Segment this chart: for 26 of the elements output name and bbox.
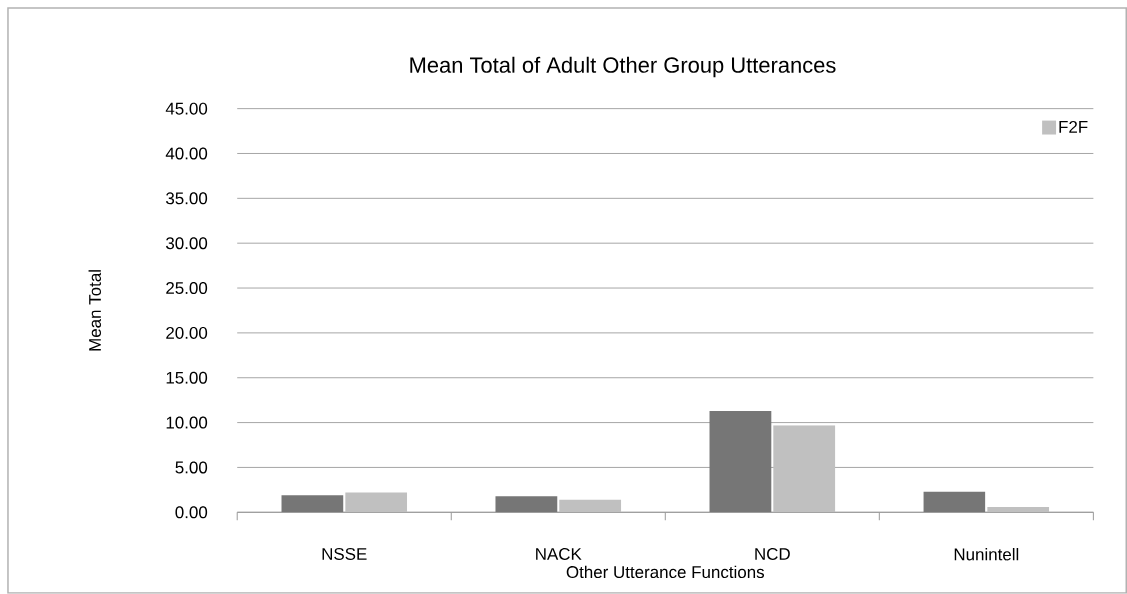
- bar: [773, 425, 836, 513]
- bar: [923, 491, 986, 513]
- bar: [495, 496, 558, 513]
- x-tick-label: Nunintell: [954, 548, 1019, 561]
- y-tick-label: 15.00: [166, 371, 208, 384]
- bar: [281, 495, 344, 513]
- x-axis-title: Other Utterance Functions: [566, 565, 764, 579]
- bar: [559, 499, 622, 513]
- bar: [709, 411, 772, 513]
- x-tick-label: NACK: [536, 548, 582, 561]
- y-tick-label: 40.00: [165, 147, 208, 160]
- y-tick-label: 0.00: [175, 506, 208, 519]
- y-tick-label: 20.00: [166, 326, 208, 339]
- y-tick-label: 35.00: [166, 192, 208, 205]
- y-tick-label: 45.00: [165, 102, 208, 115]
- bar: [345, 492, 408, 513]
- bar: [987, 507, 1050, 513]
- y-axis-title: Mean Total: [88, 270, 101, 351]
- y-tick-label: 10.00: [166, 416, 208, 429]
- y-tick-label: 30.00: [166, 237, 208, 250]
- legend-label: F2F: [1059, 121, 1088, 133]
- y-tick-label: 5.00: [175, 461, 208, 474]
- x-tick-label: NCD: [755, 548, 790, 561]
- chart-title: Mean Total of Adult Other Group Utterances: [410, 56, 836, 78]
- x-tick-label: NSSE: [322, 548, 367, 561]
- y-tick-label: 25.00: [166, 282, 208, 295]
